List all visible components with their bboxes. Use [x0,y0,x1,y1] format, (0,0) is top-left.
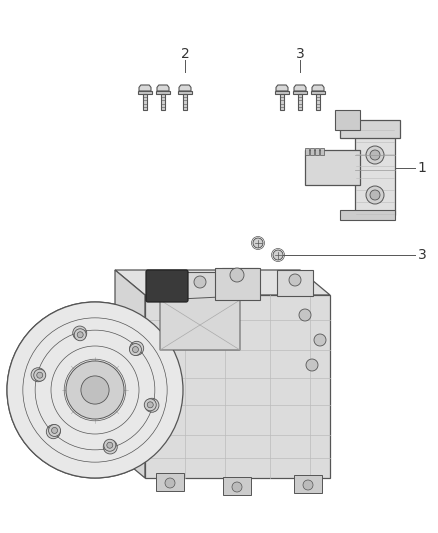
Polygon shape [320,148,324,155]
Polygon shape [223,477,251,495]
Polygon shape [115,270,145,478]
Circle shape [49,424,60,437]
Circle shape [77,332,83,338]
Polygon shape [139,85,151,91]
Circle shape [303,480,313,490]
Polygon shape [182,272,218,300]
Polygon shape [315,148,319,155]
Circle shape [130,344,141,356]
Circle shape [370,150,380,160]
Circle shape [145,398,159,412]
Polygon shape [277,270,313,296]
Polygon shape [298,94,302,110]
Circle shape [132,346,138,352]
Polygon shape [143,94,147,110]
Polygon shape [311,91,325,94]
Polygon shape [305,150,360,185]
FancyBboxPatch shape [146,270,188,302]
Circle shape [37,372,43,378]
Polygon shape [115,270,330,295]
Polygon shape [293,91,307,94]
Circle shape [130,341,144,356]
Circle shape [165,478,175,488]
Circle shape [230,268,244,282]
Circle shape [144,399,156,411]
Circle shape [74,329,86,341]
Text: 2: 2 [180,47,189,61]
Polygon shape [178,91,192,94]
Polygon shape [222,268,258,296]
Polygon shape [280,94,284,110]
Circle shape [73,326,87,340]
Circle shape [370,190,380,200]
Polygon shape [145,295,330,478]
Polygon shape [340,120,400,138]
Circle shape [31,368,45,382]
Polygon shape [305,148,309,155]
Circle shape [52,427,57,433]
Polygon shape [335,110,360,130]
Polygon shape [275,91,289,94]
Circle shape [234,272,246,284]
Circle shape [107,442,113,448]
Polygon shape [310,148,314,155]
Polygon shape [215,268,260,300]
Circle shape [81,376,109,404]
Circle shape [34,369,46,381]
Polygon shape [312,85,324,91]
Circle shape [366,186,384,204]
Polygon shape [183,94,187,110]
Polygon shape [294,85,306,91]
Polygon shape [160,296,240,350]
Circle shape [253,238,263,248]
Circle shape [7,302,183,478]
Circle shape [299,309,311,321]
Circle shape [314,334,326,346]
Polygon shape [316,94,320,110]
Polygon shape [179,85,191,91]
Polygon shape [355,125,395,215]
Circle shape [66,361,124,419]
Polygon shape [157,85,169,91]
Polygon shape [161,94,165,110]
Circle shape [104,439,116,451]
Polygon shape [276,85,288,91]
Circle shape [147,402,153,408]
Text: 3: 3 [296,47,304,61]
Circle shape [366,146,384,164]
Circle shape [62,357,128,423]
Polygon shape [156,473,184,491]
Circle shape [273,250,283,260]
Polygon shape [156,91,170,94]
Text: 3: 3 [417,248,426,262]
Polygon shape [340,210,395,220]
Circle shape [232,482,242,492]
Circle shape [306,359,318,371]
Circle shape [7,302,183,478]
Text: 1: 1 [417,161,427,175]
Circle shape [194,276,206,288]
Circle shape [103,440,117,454]
Polygon shape [294,475,322,493]
Circle shape [289,274,301,286]
Polygon shape [138,91,152,94]
Circle shape [46,425,60,439]
Circle shape [79,374,111,406]
